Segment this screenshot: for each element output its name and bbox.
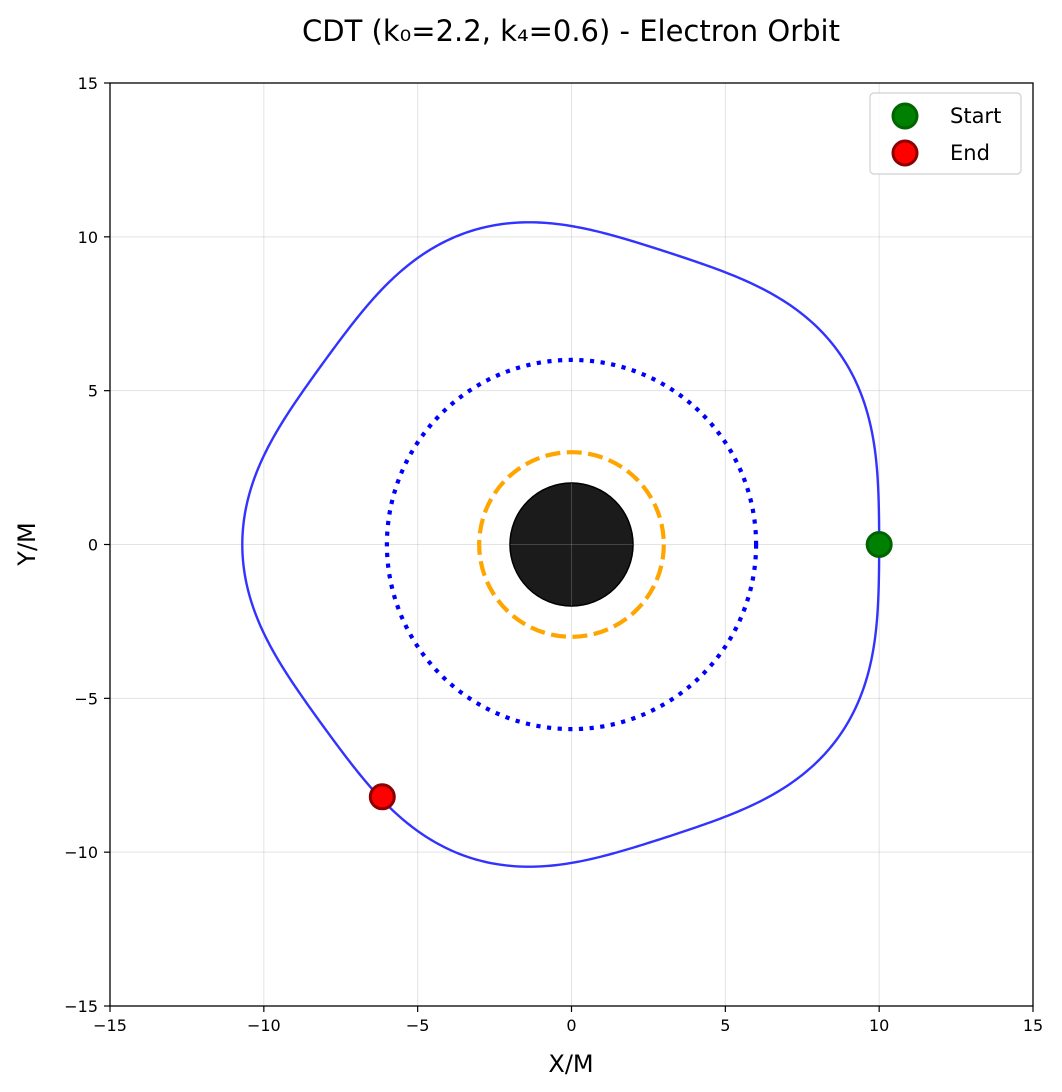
x-tick-label: −10 — [247, 1016, 281, 1035]
y-tick-label: 10 — [78, 228, 98, 247]
start-marker — [865, 531, 893, 558]
ticks: −15 −10 −5 0 5 10 15 −15 −10 −5 0 5 10 15 — [64, 74, 1043, 1035]
orbit-path — [241, 221, 881, 868]
x-tick-label: −5 — [406, 1016, 430, 1035]
legend-label: Start — [950, 104, 1001, 128]
y-axis-label: Y/M — [13, 522, 41, 566]
x-axis-label: X/M — [548, 1050, 593, 1078]
y-tick-label: −5 — [74, 689, 98, 708]
start-legend-swatch — [891, 102, 919, 130]
y-tick-label: 0 — [88, 536, 98, 555]
y-tick-label: −10 — [64, 843, 98, 862]
end-marker — [368, 783, 396, 811]
end-legend-swatch — [891, 139, 919, 167]
x-tick-label: −15 — [93, 1016, 127, 1035]
plot-area — [241, 221, 893, 868]
x-tick-label: 5 — [720, 1016, 730, 1035]
black-hole — [509, 482, 634, 607]
x-tick-label: 15 — [1023, 1016, 1043, 1035]
isco-circle — [384, 357, 759, 732]
chart-title: CDT (k₀=2.2, k₄=0.6) - Electron Orbit — [302, 14, 840, 48]
y-tick-label: 15 — [78, 74, 98, 93]
photon-sphere-circle — [477, 450, 666, 639]
legend-label: End — [950, 141, 990, 165]
legend: Start End — [869, 92, 1022, 175]
x-tick-label: 0 — [566, 1016, 576, 1035]
x-tick-label: 10 — [869, 1016, 889, 1035]
y-tick-label: −15 — [64, 997, 98, 1016]
y-tick-label: 5 — [88, 382, 98, 401]
